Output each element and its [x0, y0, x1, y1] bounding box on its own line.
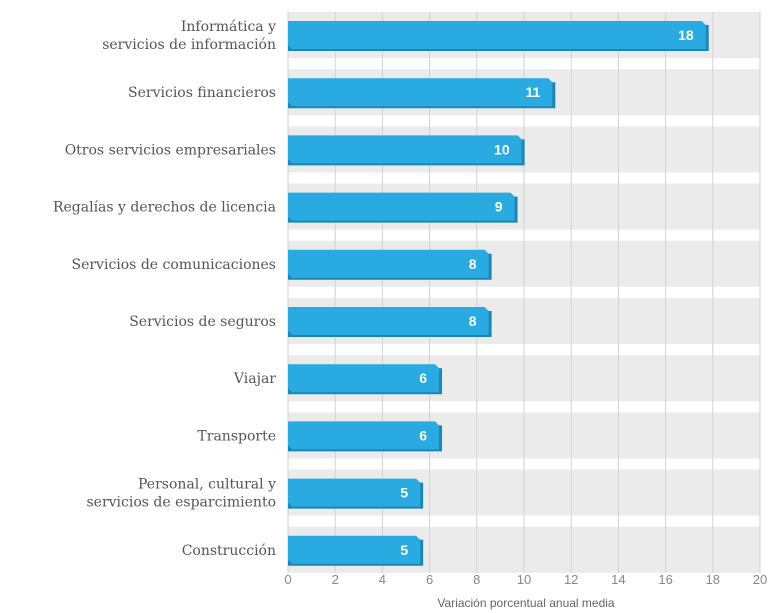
x-tick-label: 2 — [332, 572, 339, 587]
bar — [288, 78, 553, 107]
bar-value-label: 5 — [400, 542, 408, 558]
bar — [288, 478, 421, 507]
category-label: Servicios de comunicaciones — [71, 257, 276, 273]
bar-value-label: 5 — [400, 485, 408, 501]
bar-value-label: 8 — [469, 313, 477, 329]
category-label: Informática y — [181, 19, 276, 35]
x-tick-label: 6 — [426, 572, 433, 587]
bar — [288, 249, 489, 278]
category-label: Viajar — [233, 371, 276, 387]
x-tick-label: 18 — [706, 572, 720, 587]
bar — [288, 364, 440, 393]
bar — [288, 307, 489, 335]
bar-value-label: 9 — [495, 199, 503, 215]
category-label: Transporte — [197, 428, 276, 444]
category-label: Servicios de seguros — [129, 314, 276, 330]
x-tick-labels: 0 2 4 6 8 10 12 14 16 18 20 — [284, 572, 767, 587]
x-axis-label: Variación porcentual anual media — [437, 596, 615, 610]
bar-value-label: 6 — [419, 427, 427, 443]
category-label: servicios de esparcimiento — [86, 495, 276, 511]
category-label: servicios de información — [102, 37, 276, 53]
bar-value-label: 18 — [678, 27, 694, 43]
bar — [288, 135, 522, 164]
bar — [288, 535, 421, 564]
bar-value-label: 6 — [419, 370, 427, 386]
x-tick-label: 10 — [517, 572, 531, 587]
bar — [288, 421, 440, 450]
category-label: Servicios financieros — [128, 85, 276, 101]
x-tick-label: 12 — [564, 572, 578, 587]
x-tick-label: 4 — [379, 572, 386, 587]
bars: 18 11 10 9 8 8 6 6 5 5 — [288, 21, 709, 566]
category-labels: Informática y servicios de información Ser… — [53, 19, 276, 559]
category-label: Regalías y derechos de licencia — [53, 200, 276, 216]
bar-value-label: 8 — [469, 256, 477, 272]
category-label: Personal, cultural y — [138, 477, 276, 493]
x-tick-label: 16 — [658, 572, 672, 587]
x-tick-label: 0 — [284, 572, 291, 587]
bar — [288, 192, 515, 221]
bar-value-label: 11 — [526, 84, 541, 100]
x-tick-label: 20 — [753, 572, 767, 587]
x-tick-label: 8 — [473, 572, 480, 587]
bar-value-label: 10 — [494, 141, 510, 157]
category-label: Construcción — [182, 543, 276, 559]
category-label: Otros servicios empresariales — [65, 142, 276, 158]
x-tick-label: 14 — [611, 572, 625, 587]
bar — [288, 21, 706, 49]
